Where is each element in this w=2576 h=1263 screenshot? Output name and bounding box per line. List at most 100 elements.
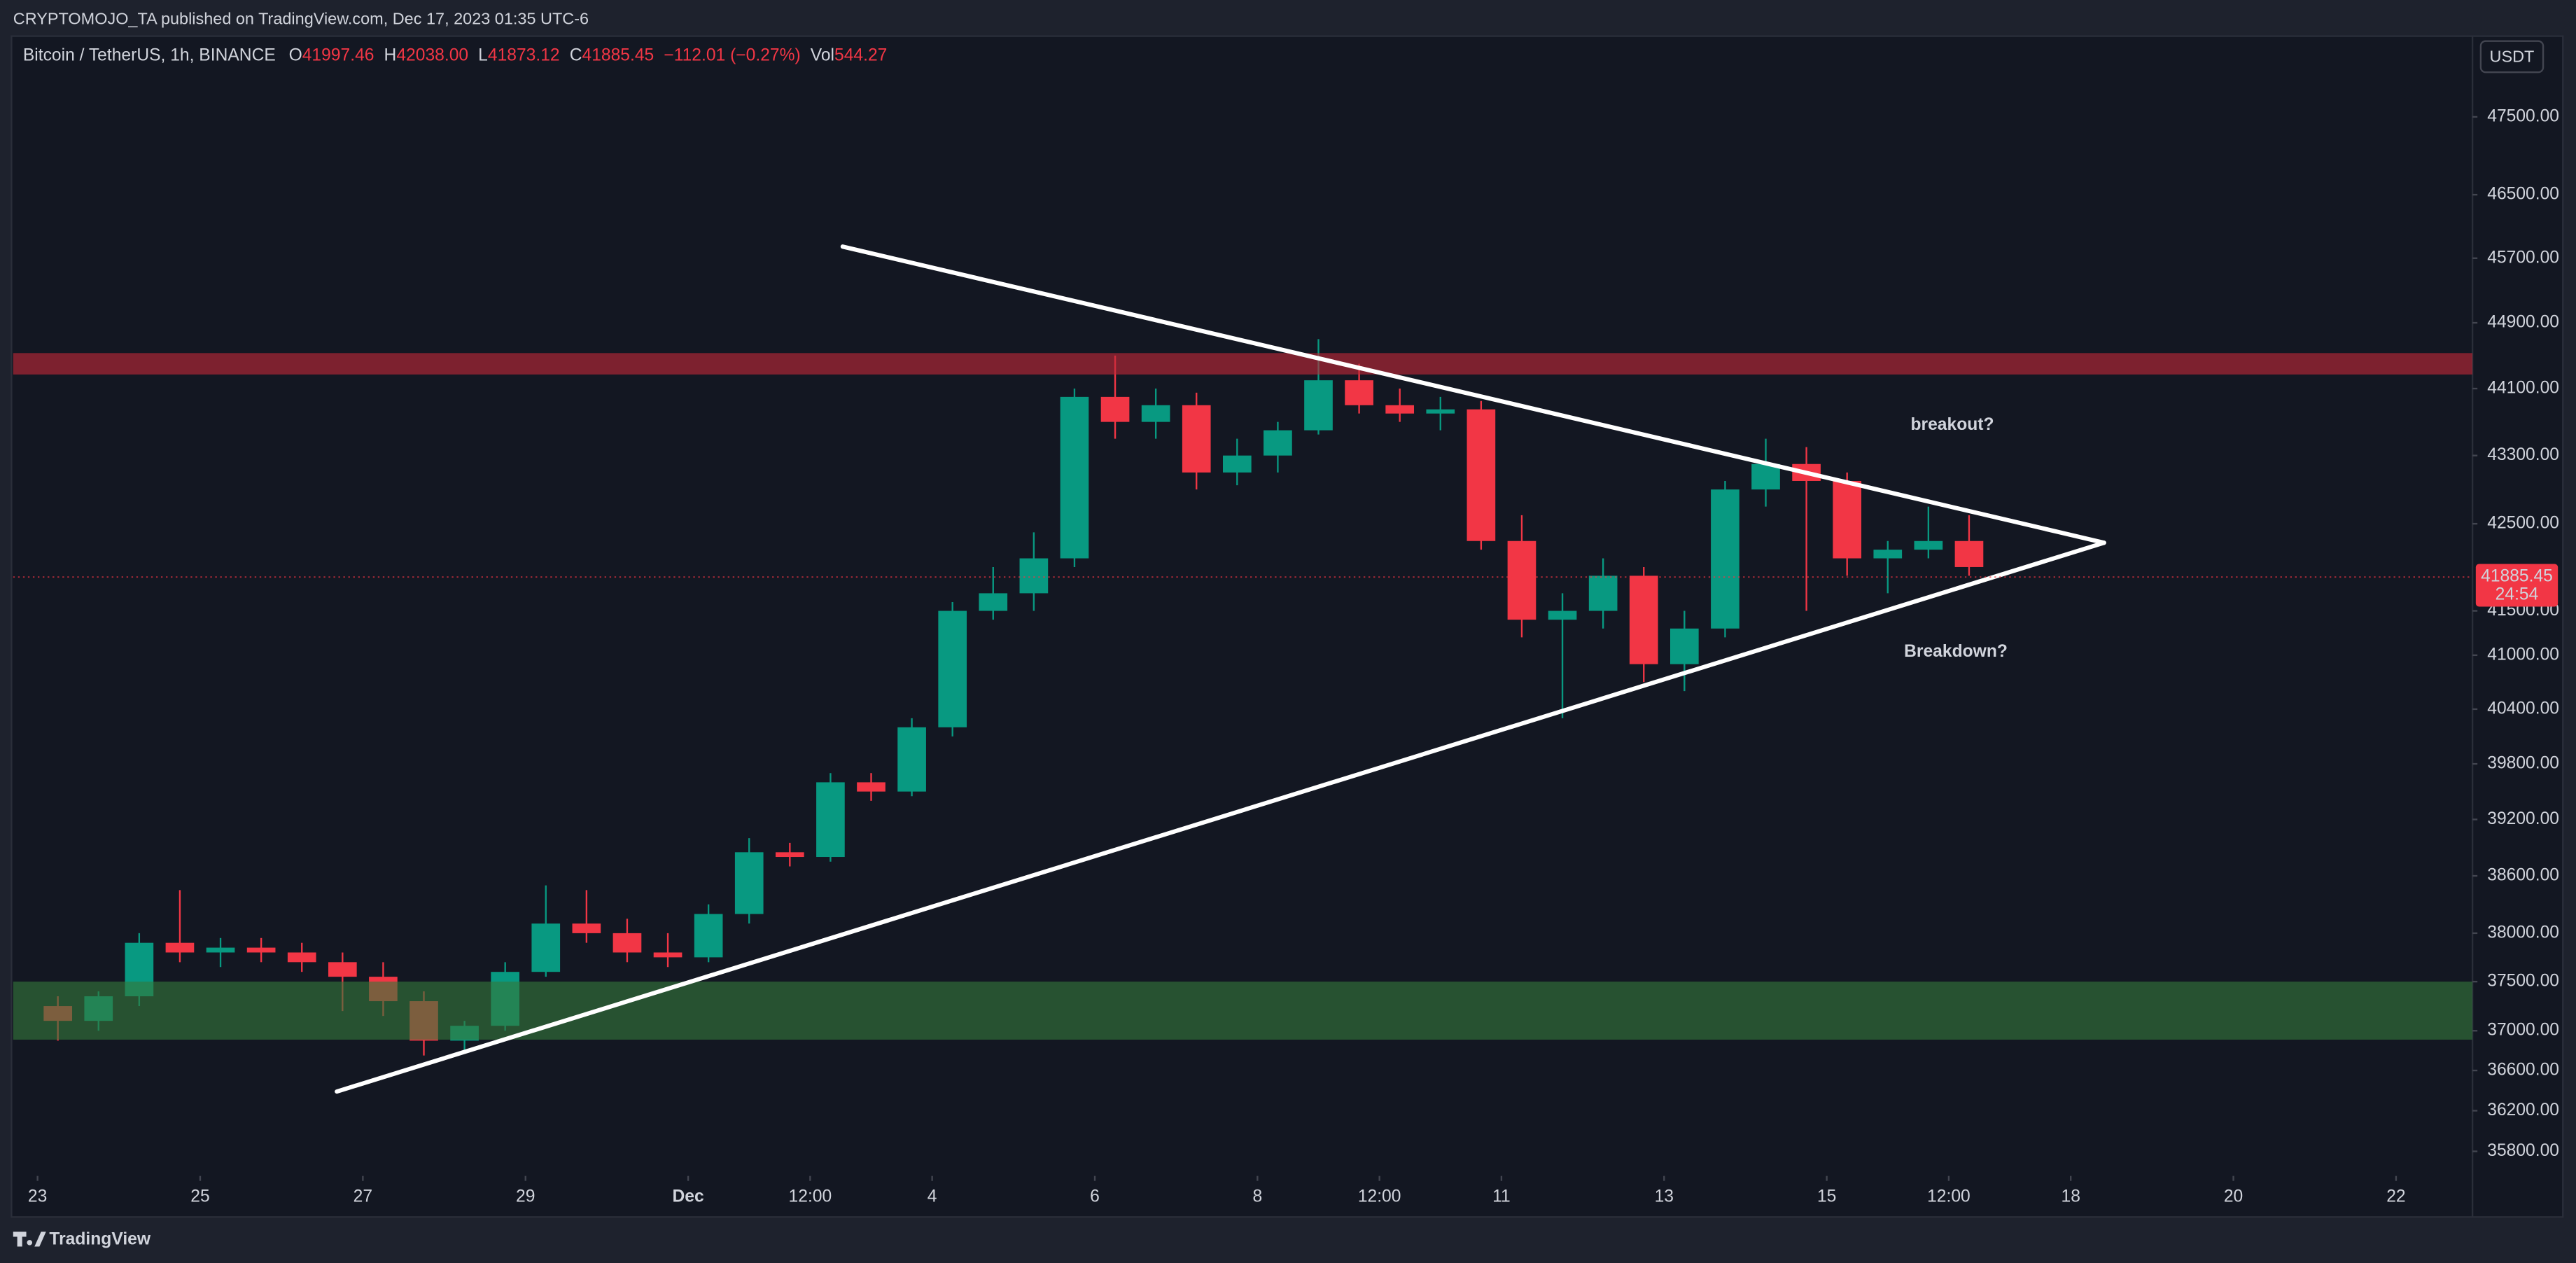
y-tick-label: 36600.00 (2487, 1061, 2559, 1080)
candle-body (287, 952, 316, 963)
candle-body (531, 923, 561, 972)
y-tick-label: 44100.00 (2487, 379, 2559, 398)
brand: TradingView (49, 1230, 150, 1249)
candle-body (1019, 558, 1049, 594)
y-tick-label: 38000.00 (2487, 923, 2559, 942)
ohlc-label: L (478, 46, 488, 64)
candle-body (1711, 489, 1740, 629)
countdown: 24:54 (2496, 585, 2539, 604)
candle-body (1426, 409, 1455, 414)
currency[interactable]: USDT (2490, 47, 2535, 65)
trendline (840, 244, 2106, 545)
legend: Bitcoin / TetherUS, 1h, BINANCE O41997.46… (23, 46, 888, 64)
volume-label: Vol (811, 46, 834, 64)
logo-icon (13, 1231, 46, 1247)
last-price-label: 41885.45 (2481, 567, 2553, 586)
ohlc-label: O (289, 46, 302, 64)
y-tick-label: 38600.00 (2487, 866, 2559, 885)
candle-body (165, 942, 195, 953)
candle-body (1385, 405, 1415, 414)
candle-body (246, 947, 276, 953)
x-tick-label: 20 (2224, 1187, 2243, 1206)
x-tick-label: 12:00 (1358, 1187, 1401, 1206)
candle-body (775, 852, 804, 858)
candle-body (1182, 405, 1211, 473)
candle-body (1345, 380, 1373, 405)
candle-body (1264, 430, 1292, 456)
ohlc-label: C (570, 46, 582, 64)
chart-pane (10, 35, 2564, 1218)
trendline (335, 540, 2106, 1094)
y-tick-label: 39200.00 (2487, 809, 2559, 828)
x-tick-label: 25 (190, 1187, 209, 1206)
candle-body (1304, 380, 1333, 431)
candle-body (1060, 396, 1089, 559)
candle-body (1222, 455, 1252, 473)
annotation: breakout? (1910, 415, 1994, 434)
ohlc-value: 41997.46 (302, 46, 374, 64)
candle-body (1751, 463, 1780, 490)
candle-body (734, 852, 764, 914)
y-tick-label: 43300.00 (2487, 445, 2559, 464)
ohlc-value: 41885.45 (582, 46, 654, 64)
header: CRYPTOMOJO_TA published on TradingView.c… (13, 9, 589, 27)
x-tick-label: 12:00 (1927, 1187, 1970, 1206)
candle-body (1914, 540, 1943, 550)
y-tick-label: 36200.00 (2487, 1101, 2559, 1119)
candle-body (206, 947, 235, 953)
annotation: Breakdown? (1904, 642, 2008, 661)
candle-body (1507, 540, 1536, 620)
ohlc-value: 41873.12 (488, 46, 560, 64)
candle-body (938, 610, 967, 727)
x-tick-label: 4 (927, 1187, 937, 1206)
x-tick-label: 13 (1655, 1187, 1674, 1206)
zone (13, 353, 2473, 375)
x-tick-label: 29 (516, 1187, 535, 1206)
y-tick-label: 40400.00 (2487, 699, 2559, 718)
x-tick-label: 12:00 (789, 1187, 832, 1206)
candle-body (1588, 575, 1618, 611)
candle-body (1141, 405, 1170, 422)
candle-body (1954, 540, 1984, 567)
ohlc-value: 42038.00 (396, 46, 468, 64)
ohlc-label: H (384, 46, 397, 64)
y-tick-label: 45700.00 (2487, 248, 2559, 267)
zone (13, 982, 2473, 1040)
candle-body (979, 593, 1008, 611)
y-tick-label: 37000.00 (2487, 1021, 2559, 1040)
volume-value: 544.27 (834, 46, 887, 64)
y-tick-label: 47500.00 (2487, 106, 2559, 125)
logo: TradingView (13, 1230, 151, 1249)
x-tick-label: 18 (2062, 1187, 2080, 1206)
y-tick-label: 41000.00 (2487, 645, 2559, 664)
y-tick-label: 37500.00 (2487, 972, 2559, 991)
candle-body (612, 933, 642, 953)
currency-button[interactable] (2479, 40, 2544, 74)
y-tick-label: 39800.00 (2487, 754, 2559, 773)
candle-body (1100, 396, 1130, 422)
candle-body (897, 727, 926, 792)
x-tick-label: 6 (1090, 1187, 1100, 1206)
x-tick-label: 11 (1492, 1187, 1511, 1206)
x-tick-label: 27 (354, 1187, 372, 1206)
candle-body (816, 782, 845, 858)
x-tick-label: Dec (672, 1187, 704, 1206)
x-tick-label: 8 (1253, 1187, 1263, 1206)
candle-body (1873, 550, 1903, 559)
x-tick-label: 23 (28, 1187, 47, 1206)
candle-body (857, 782, 886, 792)
last-price-box (2475, 564, 2558, 607)
candle-body (572, 923, 601, 933)
y-tick-label: 46500.00 (2487, 185, 2559, 204)
candle-body (1670, 628, 1699, 664)
change: −112.01 (−0.27%) (664, 46, 800, 64)
x-tick-label: 22 (2386, 1187, 2405, 1206)
candle-body (1629, 575, 1658, 664)
candle-body (328, 962, 357, 977)
x-tick-label: 15 (1817, 1187, 1836, 1206)
candle-body (694, 914, 723, 958)
y-tick-label: 42500.00 (2487, 514, 2559, 533)
